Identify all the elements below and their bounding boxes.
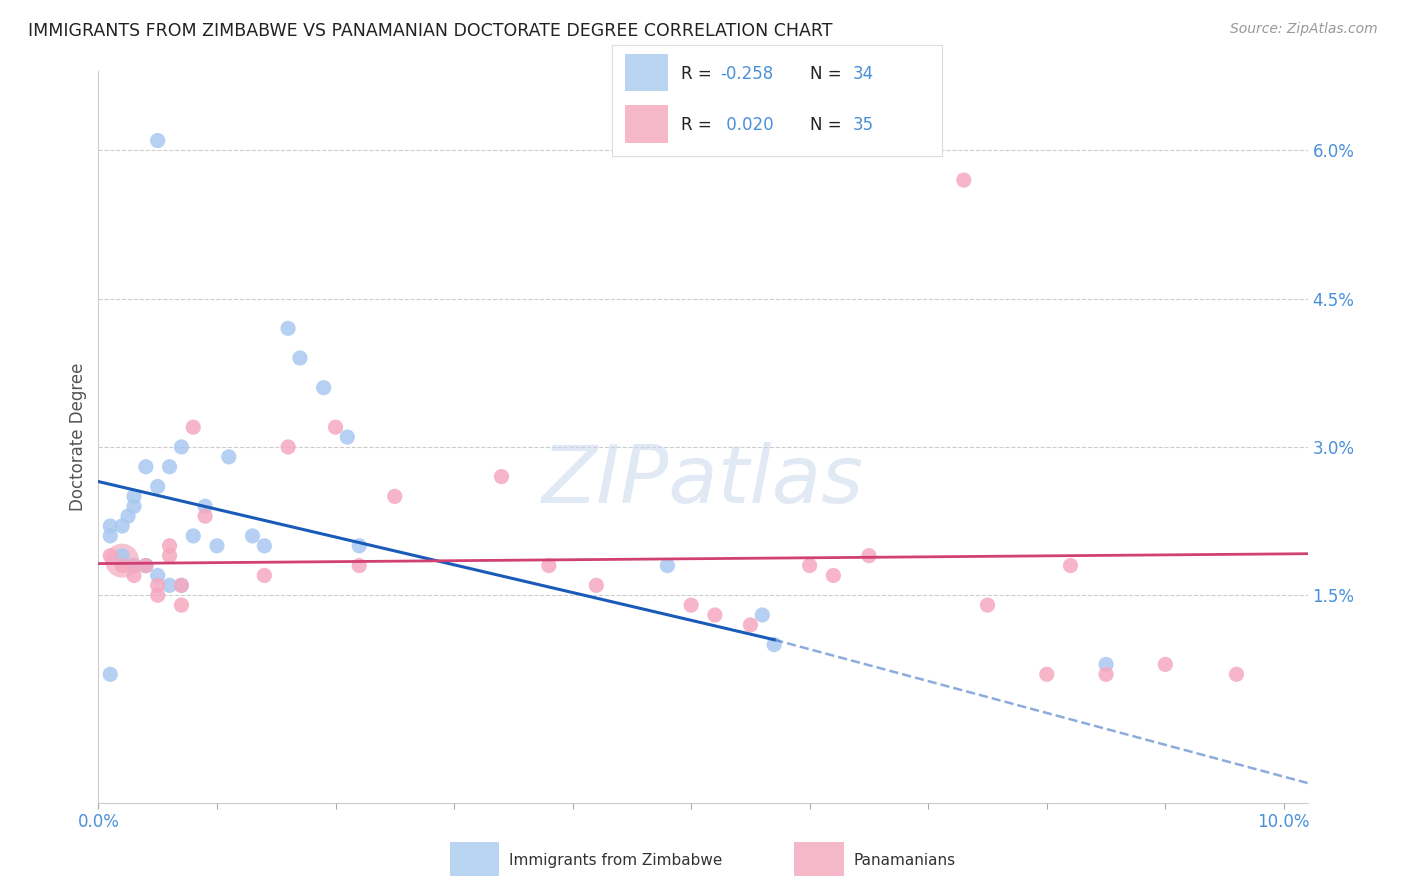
Point (253, 568, 276, 582)
Point (111, 554, 134, 568)
Y-axis label: Doctorate Degree: Doctorate Degree (69, 363, 87, 511)
Text: IMMIGRANTS FROM ZIMBABWE VS PANAMANIAN DOCTORATE DEGREE CORRELATION CHART: IMMIGRANTS FROM ZIMBABWE VS PANAMANIAN D… (28, 22, 832, 40)
Point (146, 588, 169, 602)
Point (1036, 667, 1059, 681)
Point (858, 549, 880, 563)
Point (98, 549, 121, 563)
Point (181, 529, 204, 543)
Point (1095, 657, 1118, 672)
Point (703, 607, 725, 622)
Point (135, 459, 157, 474)
Point (681, 598, 703, 612)
Point (111, 549, 134, 563)
Point (146, 578, 169, 592)
Point (122, 568, 145, 582)
Text: Immigrants from Zimbabwe: Immigrants from Zimbabwe (509, 854, 723, 868)
Point (347, 558, 370, 573)
Point (288, 351, 311, 365)
Point (135, 558, 157, 573)
Point (194, 500, 217, 514)
Point (277, 440, 299, 454)
Text: ZIPatlas: ZIPatlas (541, 442, 865, 520)
Point (146, 568, 169, 582)
Point (98, 667, 121, 681)
Point (205, 539, 228, 553)
Text: R =: R = (681, 64, 717, 83)
Text: -0.258: -0.258 (721, 64, 773, 83)
Point (740, 618, 762, 632)
Point (122, 489, 145, 503)
Point (122, 558, 145, 573)
Point (122, 500, 145, 514)
Point (1154, 657, 1177, 672)
Point (242, 529, 264, 543)
Point (325, 420, 347, 434)
Text: N =: N = (810, 64, 846, 83)
Point (799, 558, 821, 573)
Point (585, 578, 607, 592)
Point (111, 519, 134, 533)
Point (277, 321, 299, 335)
Point (98, 519, 121, 533)
Text: Source: ZipAtlas.com: Source: ZipAtlas.com (1230, 22, 1378, 37)
Point (111, 558, 134, 573)
Text: R =: R = (681, 116, 717, 134)
Point (491, 469, 513, 483)
Point (146, 134, 169, 148)
Point (170, 578, 193, 592)
Text: 35: 35 (853, 116, 875, 134)
Point (159, 578, 181, 592)
Point (159, 459, 181, 474)
Point (347, 539, 370, 553)
Point (751, 607, 773, 622)
Point (952, 173, 974, 187)
Bar (624, 105, 668, 143)
Point (159, 549, 181, 563)
Point (218, 450, 240, 464)
Text: N =: N = (810, 116, 846, 134)
Point (194, 509, 217, 524)
Point (312, 381, 335, 395)
Text: 0.020: 0.020 (721, 116, 773, 134)
Point (336, 430, 359, 444)
Point (170, 578, 193, 592)
Point (1225, 667, 1247, 681)
Point (170, 598, 193, 612)
Text: Panamanians: Panamanians (853, 854, 956, 868)
Point (98, 529, 121, 543)
Point (763, 638, 786, 652)
Point (146, 479, 169, 493)
Point (135, 558, 157, 573)
Point (122, 558, 145, 573)
Bar (624, 54, 668, 92)
Point (170, 440, 193, 454)
Point (657, 558, 679, 573)
Point (823, 568, 845, 582)
Point (384, 489, 406, 503)
Point (117, 509, 139, 524)
Point (1095, 667, 1118, 681)
Text: 34: 34 (853, 64, 875, 83)
Point (1059, 558, 1081, 573)
Point (135, 558, 157, 573)
Point (537, 558, 560, 573)
Point (976, 598, 998, 612)
Point (159, 539, 181, 553)
Point (181, 420, 204, 434)
Point (253, 539, 276, 553)
